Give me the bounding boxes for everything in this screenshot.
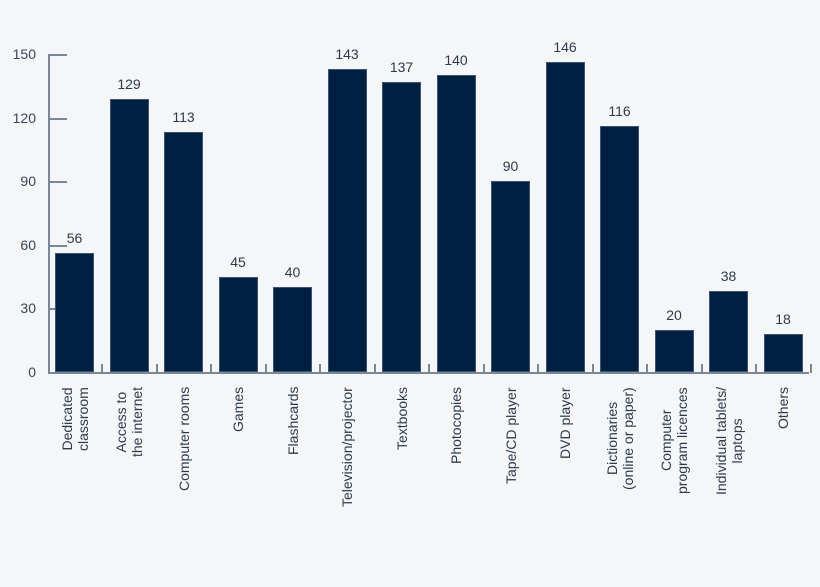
bar-value-label: 18 [775,310,791,327]
y-tick-label: 150 [12,46,36,62]
bar [709,291,748,372]
x-category-label-line: Individual tablets/ [712,386,729,495]
y-tick-label: 0 [28,364,36,380]
x-tick-mark [319,364,321,373]
y-tick-label: 30 [20,300,36,317]
x-tick-mark [537,364,539,373]
x-category-label: Television/projector [339,387,355,587]
bar-value-label: 56 [66,230,83,247]
x-category-label-line: Dictionaries [603,401,620,475]
x-tick-mark [101,364,103,373]
x-category-label-line: Textbooks [393,386,410,450]
x-category-label: Computer rooms [176,387,192,587]
bar [382,81,421,372]
bar-value-label: 40 [284,264,301,281]
bar [436,75,476,372]
x-tick-mark [482,364,485,373]
y-tick-label: 60 [20,236,36,253]
x-category-label: Dedicated classroom [59,387,91,587]
x-category-label-line: Tape/CD player [502,387,519,485]
x-tick-mark [373,364,376,373]
x-category-label: DVD player [557,387,573,587]
x-tick-mark [210,364,212,373]
x-tick-mark [264,364,267,373]
bar-value-label: 113 [172,109,195,126]
bar-value-label: 143 [335,45,359,62]
bar [218,276,258,372]
x-tick-mark [155,364,158,373]
x-category-label-line: Flashcards [284,386,301,455]
x-category-label: Flashcards [285,387,301,587]
x-category-label-line: Computer [658,409,674,471]
x-tick-mark [646,364,648,373]
bar-chart: 0 30 60 90 120 150 56 Dedicated classroom 129 Acce… [12,39,812,507]
x-category-label-line: Computer rooms [175,386,192,491]
bar-value-label: 116 [608,103,631,120]
bar [491,181,530,372]
bar [600,126,639,372]
bar [109,98,149,372]
y-tick-mark [48,117,67,120]
x-category-label-line: DVD player [557,387,573,459]
bar-value-label: 140 [444,52,468,69]
x-category-label-line: the internet [129,386,145,457]
bar-value-label: 129 [117,75,141,92]
bar [164,132,203,372]
x-category-label-line: Access to [113,391,129,453]
bar-value-label: 45 [230,253,246,270]
y-tick-label: 90 [20,173,36,190]
x-category-label-line: classroom [74,387,91,451]
x-category-label: Others [775,387,791,587]
bar-value-label: 137 [389,58,414,75]
x-category-label-line: Dedicated [58,387,75,451]
bar [273,287,312,372]
x-category-label: Access to the internet [113,387,145,587]
y-axis-line [48,54,50,373]
bar [55,253,94,372]
x-category-label-line: program licences [674,387,690,494]
x-category-label: Photocopies [448,387,464,587]
bar-value-label: 146 [553,39,577,56]
x-category-label-line: Games [230,386,246,432]
x-tick-mark [755,364,757,373]
x-category-label: Tape/CD player [503,387,519,587]
x-tick-mark [591,364,594,373]
x-axis-line [48,372,809,374]
x-category-label: Computer program licences [658,387,690,587]
x-category-label-line: Photocopies [448,386,464,464]
x-category-label: Dictionaries (online or paper) [604,387,636,587]
y-tick-mark [48,244,67,247]
y-tick-mark [48,181,67,184]
x-category-label: Textbooks [394,387,410,587]
bar-value-label: 38 [720,268,737,285]
x-category-label: Individual tablets/laptops [713,387,745,587]
bar [654,329,694,372]
x-category-label-line: (online or paper) [619,387,636,490]
y-tick-mark [48,54,67,56]
x-tick-mark [428,364,430,373]
bar [763,333,803,372]
x-category-label-line: Others [775,386,791,429]
bar-value-label: 90 [502,158,519,175]
y-tick-label: 120 [12,109,36,126]
bar [545,62,585,372]
x-category-label-line: Television/projector [339,387,355,507]
x-category-label: Games [230,387,246,587]
x-category-label-line: laptops [728,418,745,464]
bar-value-label: 20 [666,306,682,323]
bar [327,68,367,372]
x-tick-mark [700,364,703,373]
x-tick-mark [809,364,812,373]
